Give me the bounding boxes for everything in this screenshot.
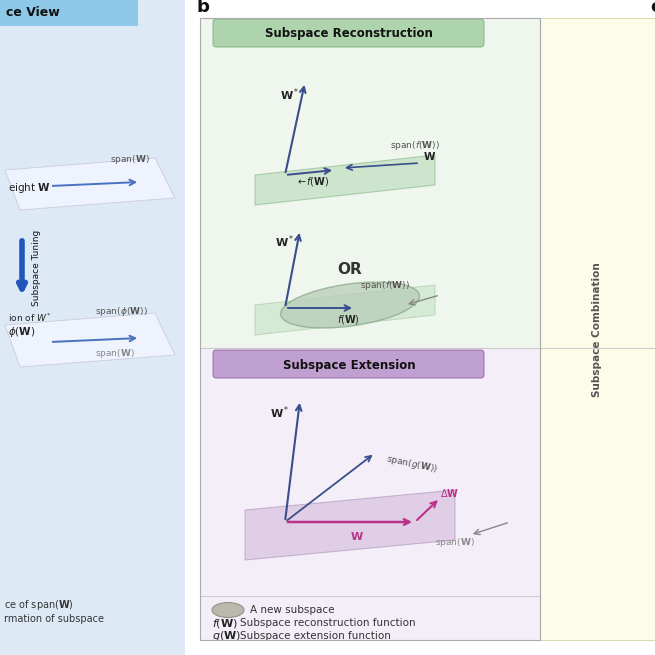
- Text: $g(\mathbf{W})$: $g(\mathbf{W})$: [212, 629, 241, 643]
- Text: span$(f(\mathbf{W}))$: span$(f(\mathbf{W}))$: [390, 139, 440, 152]
- Text: $\mathbf{W}^*$: $\mathbf{W}^*$: [280, 87, 299, 103]
- Polygon shape: [255, 155, 435, 205]
- FancyBboxPatch shape: [213, 19, 484, 47]
- Text: OR: OR: [337, 263, 362, 278]
- Bar: [200, 18, 540, 348]
- Text: b: b: [196, 0, 209, 16]
- Polygon shape: [5, 313, 175, 367]
- Ellipse shape: [212, 603, 244, 618]
- Text: ce of span($\mathbf{W}$): ce of span($\mathbf{W}$): [4, 598, 74, 612]
- Text: $\mathbf{W}$: $\mathbf{W}$: [423, 150, 436, 162]
- Text: $f(\mathbf{W})$: $f(\mathbf{W})$: [212, 616, 238, 629]
- Text: span$(g(\mathbf{W}))$: span$(g(\mathbf{W}))$: [385, 453, 439, 476]
- Ellipse shape: [280, 282, 419, 328]
- Text: $f(\mathbf{W})$: $f(\mathbf{W})$: [337, 314, 360, 326]
- Text: Subspace Reconstruction: Subspace Reconstruction: [265, 28, 433, 41]
- Polygon shape: [255, 285, 435, 335]
- Text: Subspace Combination: Subspace Combination: [593, 263, 603, 398]
- FancyBboxPatch shape: [213, 350, 484, 378]
- Bar: [0, 0, 185, 655]
- Text: rmation of subspace: rmation of subspace: [4, 614, 104, 624]
- Text: Subspace extension function: Subspace extension function: [240, 631, 391, 641]
- Text: Subspace reconstruction function: Subspace reconstruction function: [240, 618, 416, 628]
- Text: Subspace Tuning: Subspace Tuning: [32, 230, 41, 306]
- Text: $\phi(\mathbf{W})$: $\phi(\mathbf{W})$: [8, 325, 35, 339]
- FancyBboxPatch shape: [0, 0, 138, 26]
- Text: span($\mathbf{W}$): span($\mathbf{W}$): [95, 347, 135, 360]
- Text: ion of $W^*$: ion of $W^*$: [8, 312, 52, 324]
- Text: span($\mathbf{W}$): span($\mathbf{W}$): [110, 153, 150, 166]
- Bar: [200, 348, 540, 640]
- Text: $\leftarrow\!f(\mathbf{W})$: $\leftarrow\!f(\mathbf{W})$: [296, 176, 329, 189]
- Text: ce View: ce View: [6, 7, 60, 20]
- Text: Subspace Extension: Subspace Extension: [283, 358, 415, 371]
- Text: eight $\mathbf{W}$: eight $\mathbf{W}$: [8, 181, 51, 195]
- Text: span($\phi(\mathbf{W})$): span($\phi(\mathbf{W})$): [95, 305, 148, 318]
- Text: span$(\mathbf{W})$: span$(\mathbf{W})$: [435, 536, 475, 549]
- Bar: [540, 18, 655, 640]
- Text: $\Delta\mathbf{W}$: $\Delta\mathbf{W}$: [440, 487, 459, 499]
- Polygon shape: [5, 158, 175, 210]
- Text: c: c: [650, 0, 655, 16]
- Polygon shape: [245, 490, 455, 560]
- Text: $\mathbf{W}$: $\mathbf{W}$: [350, 530, 364, 542]
- Text: $\mathbf{W}^*$: $\mathbf{W}^*$: [275, 234, 295, 250]
- Text: span$(f(\mathbf{W}))$: span$(f(\mathbf{W}))$: [360, 279, 410, 292]
- Text: A new subspace: A new subspace: [250, 605, 335, 615]
- Text: $\mathbf{W}^*$: $\mathbf{W}^*$: [270, 405, 290, 421]
- Bar: [200, 18, 540, 640]
